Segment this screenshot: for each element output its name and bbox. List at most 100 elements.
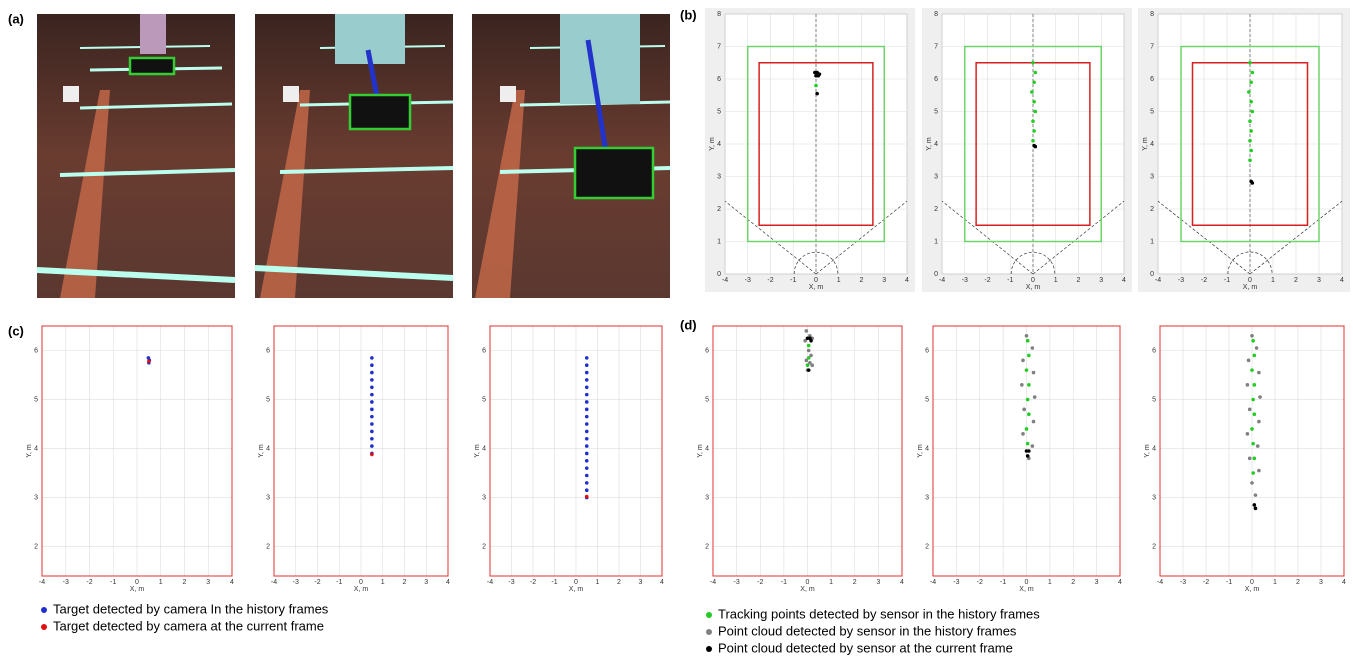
y-tick-label: 4 [266,445,270,452]
y-tick-label: 4 [705,445,709,452]
x-tick-label: -1 [1226,579,1232,586]
x-tick-label: -2 [314,579,320,586]
point [1248,139,1252,143]
y-tick-label: 3 [925,494,929,501]
x-tick-label: -2 [767,277,773,284]
x-tick-label: 2 [183,579,187,586]
point [585,378,589,382]
y-tick-label: 2 [1152,543,1156,550]
x-tick-label: 1 [1054,277,1058,284]
point [1250,368,1254,372]
y-tick-label: 4 [934,141,938,148]
x-axis-label: X, m [1245,586,1260,593]
point [807,368,811,372]
x-tick-label: -2 [977,579,983,586]
x-tick-label: 1 [1271,277,1275,284]
x-tick-label: -1 [790,277,796,284]
x-axis-label: X, m [800,586,815,593]
x-tick-label: 2 [853,579,857,586]
photo [255,14,453,298]
point [585,459,589,463]
y-tick-label: 0 [717,271,721,278]
point [147,359,151,363]
point [1251,71,1255,75]
x-axis-label: X, m [1243,284,1258,291]
legend-swatch [706,612,712,618]
point [1031,139,1035,143]
x-tick-label: -1 [110,579,116,586]
legend-swatch [41,624,47,630]
x-tick-label: 4 [230,579,234,586]
x-tick-label: -3 [293,579,299,586]
point [1032,129,1036,133]
x-tick-label: -2 [530,579,536,586]
y-axis-label: Y, m [26,444,33,458]
y-tick-label: 2 [717,206,721,213]
y-tick-label: 7 [1150,43,1154,50]
x-tick-label: 3 [1095,579,1099,586]
x-axis-label: X, m [809,284,824,291]
x-tick-label: 0 [1250,579,1254,586]
point [585,474,589,478]
y-tick-label: 6 [1152,347,1156,354]
y-axis-label: Y, m [917,444,924,458]
point [1022,408,1026,412]
x-tick-label: -3 [953,579,959,586]
y-tick-label: 6 [266,347,270,354]
point [1249,129,1253,133]
y-tick-label: 5 [1150,108,1154,115]
y-tick-label: 0 [934,271,938,278]
y-tick-label: 5 [705,396,709,403]
x-tick-label: 3 [876,579,880,586]
x-tick-label: -4 [939,277,945,284]
point [370,363,374,367]
point [585,481,589,485]
x-tick-label: -3 [745,277,751,284]
y-tick-label: 7 [934,43,938,50]
x-axis-label: X, m [354,586,369,593]
point [370,408,374,412]
point [1253,457,1257,461]
legend-label: Point cloud detected by sensor in the hi… [718,623,1017,638]
point [1255,346,1259,350]
point [1249,149,1253,153]
point [1248,61,1252,65]
point [1021,359,1025,363]
point [1250,427,1254,431]
point [585,452,589,456]
y-tick-label: 7 [717,43,721,50]
x-tick-label: -4 [722,277,728,284]
x-axis-label: X, m [1026,284,1041,291]
y-tick-label: 1 [934,238,938,245]
point [585,488,589,492]
y-tick-label: 3 [705,494,709,501]
y-tick-label: 5 [34,396,38,403]
y-tick-label: 4 [482,445,486,452]
x-tick-label: -1 [781,579,787,586]
point [1026,454,1030,458]
point [1253,383,1257,387]
y-tick-label: 8 [717,11,721,18]
x-tick-label: 3 [1317,277,1321,284]
point [1257,420,1261,424]
point [585,495,589,499]
y-tick-label: 2 [34,543,38,550]
x-axis-label: X, m [569,586,584,593]
panel-label: (c) [8,323,24,338]
point [1033,145,1037,149]
y-axis-label: Y, m [474,444,481,458]
point [1032,100,1036,104]
point [585,430,589,434]
x-tick-label: 3 [882,277,886,284]
legend-label: Target detected by camera In the history… [53,601,329,616]
x-tick-label: -3 [508,579,514,586]
y-tick-label: 2 [1150,206,1154,213]
x-tick-label: -2 [1201,277,1207,284]
x-tick-label: 2 [860,277,864,284]
point [1253,412,1257,416]
point [585,444,589,448]
point [585,466,589,470]
x-tick-label: -1 [336,579,342,586]
x-tick-label: -4 [1157,579,1163,586]
x-tick-label: 2 [403,579,407,586]
